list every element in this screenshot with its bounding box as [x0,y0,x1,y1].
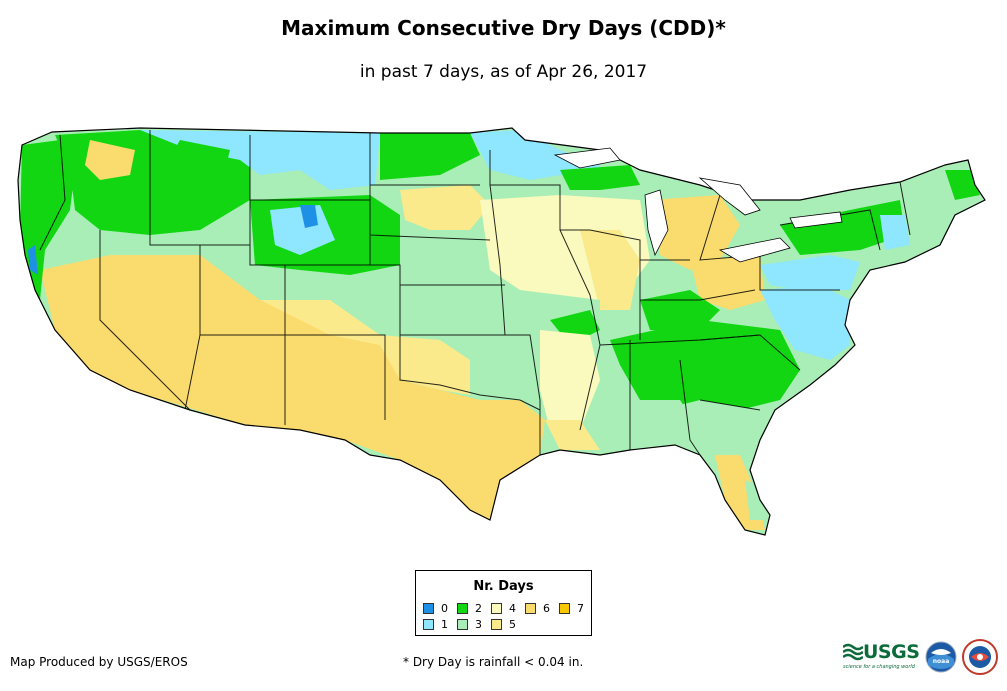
usgs-tagline: science for a changing world [843,664,915,670]
us-cdd-map [17,127,986,536]
legend-swatch [457,619,468,630]
legend-item-4: 4 [491,602,516,615]
noaa-logo-icon: noaa [925,641,957,673]
legend-item-2: 2 [457,602,482,615]
legend-label: 7 [577,602,584,615]
legend-item-6: 6 [525,602,550,615]
legend-label: 6 [543,602,550,615]
legend-item-1: 1 [423,618,448,631]
legend-label: 4 [509,602,516,615]
usgs-wordmark: USGS [863,641,920,663]
legend-item-3: 3 [457,618,482,631]
legend-swatch [491,603,502,614]
legend-swatch [491,619,502,630]
legend-grid: 0 1 2 3 4 5 6 7 [423,602,588,636]
legend-label: 2 [475,602,482,615]
noaa-wordmark: noaa [933,658,950,665]
legend-swatch [423,619,434,630]
legend-label: 0 [441,602,448,615]
usgs-logo: USGS science for a changing world [843,641,920,670]
producer-credit: Map Produced by USGS/EROS [10,655,188,669]
nws-logo-icon [962,639,998,675]
legend-label: 3 [475,618,482,631]
dry-day-footnote: * Dry Day is rainfall < 0.04 in. [403,655,584,669]
legend-label: 5 [509,618,516,631]
legend-swatch [559,603,570,614]
legend-swatch [525,603,536,614]
map-subtitle: in past 7 days, as of Apr 26, 2017 [359,62,648,82]
legend-swatch [423,603,434,614]
usgs-wave-icon [843,643,863,661]
legend: Nr. Days 0 1 2 3 4 5 6 [415,570,592,636]
legend-title: Nr. Days [473,579,534,594]
legend-item-5: 5 [491,618,516,631]
legend-label: 1 [441,618,448,631]
map-title: Maximum Consecutive Dry Days (CDD)* [281,16,726,40]
legend-item-0: 0 [423,602,448,615]
legend-item-7: 7 [559,602,584,615]
legend-swatch [457,603,468,614]
